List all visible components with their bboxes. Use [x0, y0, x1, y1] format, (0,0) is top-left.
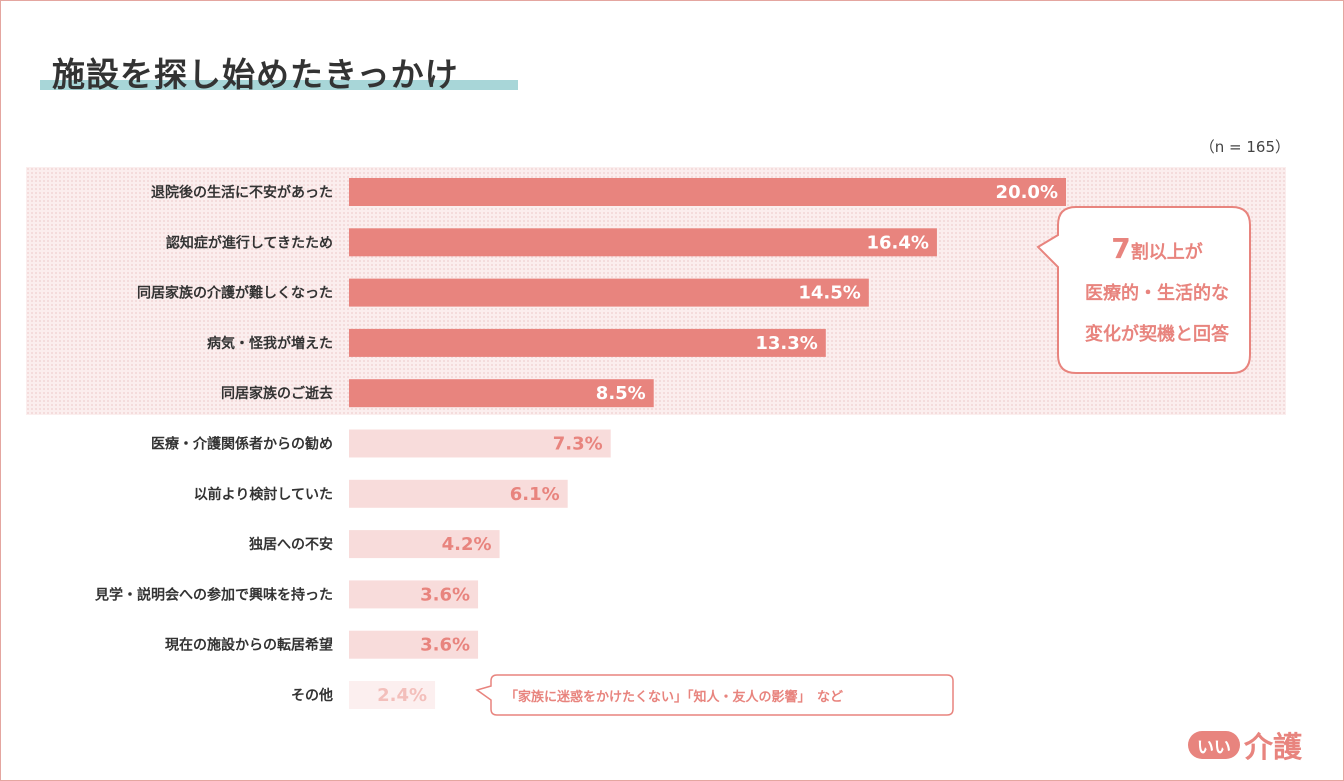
category-label: 現在の施設からの転居希望 [165, 637, 333, 654]
callout-line-2: 医療的・生活的な [1085, 283, 1229, 304]
callout-line-1: 7割以上が [1062, 228, 1252, 273]
value-label: 13.3% [755, 333, 817, 354]
logo-badge: いい [1188, 731, 1240, 759]
category-label: 病気・怪我が増えた [207, 335, 333, 352]
brand-logo: いい 介護 [1188, 726, 1302, 764]
title-underline [40, 80, 518, 90]
category-label: その他 [291, 687, 333, 704]
title-block: 施設を探し始めたきっかけ [40, 44, 520, 94]
callout-outline [1036, 206, 1251, 374]
category-label: 独居への不安 [249, 536, 333, 553]
logo-text: 介護 [1244, 730, 1303, 764]
bar [349, 379, 654, 408]
value-label: 3.6% [420, 584, 470, 605]
value-label: 14.5% [798, 283, 860, 304]
value-label: 6.1% [510, 484, 560, 505]
category-label: 同居家族の介護が難しくなった [137, 285, 333, 302]
bar [349, 479, 568, 508]
bar [349, 228, 937, 257]
category-label: 同居家族のご逝去 [221, 385, 333, 402]
sample-size-label: （n = 165） [1199, 138, 1290, 156]
category-label: 医療・介護関係者からの勧め [151, 436, 333, 453]
note-outline [475, 674, 954, 716]
value-label: 8.5% [596, 383, 646, 404]
value-label: 20.0% [996, 182, 1058, 203]
value-label: 3.6% [420, 635, 470, 656]
page-title: 施設を探し始めたきっかけ [52, 55, 459, 94]
note-text: 「家族に迷惑をかけたくない」「知人・友人の影響」 など [505, 690, 844, 705]
callout-line-3: 変化が契機と回答 [1085, 324, 1229, 345]
value-label: 4.2% [442, 534, 492, 555]
bar [349, 530, 500, 559]
note-box [475, 674, 954, 716]
value-label: 7.3% [553, 434, 603, 455]
bar [349, 681, 436, 709]
bar [349, 278, 869, 307]
bar [349, 328, 826, 357]
value-label: 16.4% [866, 232, 928, 253]
bar [349, 429, 611, 458]
category-label: 以前より検討していた [194, 486, 333, 503]
value-label: 2.4% [377, 685, 427, 706]
bar [349, 630, 479, 659]
category-label: 認知症が進行してきたため [166, 234, 333, 251]
category-label: 退院後の生活に不安があった [151, 184, 333, 201]
category-label: 見学・説明会への参加で興味を持った [94, 586, 333, 603]
bar [349, 580, 479, 609]
callout-bubble [1036, 206, 1251, 374]
callout-line-1-rest: 割以上が [1130, 242, 1203, 263]
bar [349, 178, 1066, 206]
callout-big-number: 7 [1111, 232, 1131, 265]
callout-text: 7割以上が 医療的・生活的な 変化が契機と回答 [1062, 228, 1252, 355]
